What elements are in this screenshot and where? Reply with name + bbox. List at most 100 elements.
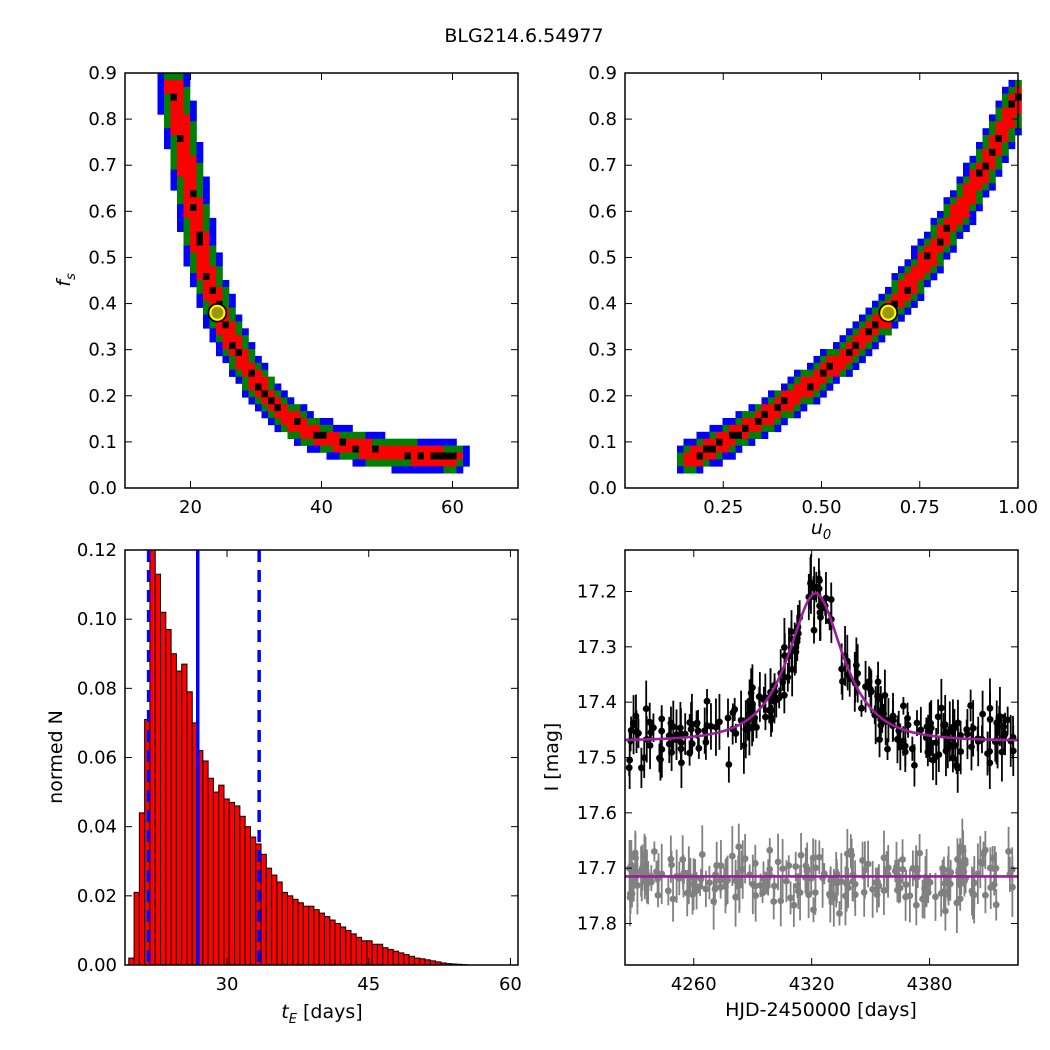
- heatmap-cell: [170, 135, 178, 143]
- heatmap-cell: [300, 418, 308, 426]
- heatmap-cell: [891, 280, 899, 288]
- heatmap-cell: [989, 121, 996, 129]
- heatmap-cell: [989, 155, 996, 163]
- heatmap-cell: [209, 273, 217, 281]
- heatmap-cell: [346, 445, 353, 453]
- y-tick-label: 17.7: [577, 858, 617, 879]
- data-point: [979, 859, 986, 867]
- heatmap-cell: [203, 217, 210, 226]
- heatmap-cell: [781, 418, 788, 426]
- heatmap-cell: [950, 245, 957, 253]
- heatmap-cell: [183, 197, 191, 205]
- y-tick-label: 0.02: [77, 886, 117, 907]
- heatmap-cell: [800, 390, 808, 398]
- heatmap-cell: [755, 404, 762, 412]
- data-point: [963, 726, 971, 733]
- heatmap-cell: [956, 217, 964, 226]
- data-point: [693, 719, 701, 727]
- data-point: [738, 866, 746, 873]
- heatmap-cell: [398, 459, 405, 467]
- heatmap-cell: [826, 376, 834, 384]
- heatmap-cell: [339, 424, 347, 433]
- data-point: [944, 745, 952, 753]
- heatmap-cell: [768, 424, 775, 433]
- heatmap-cell: [177, 190, 184, 198]
- data-point: [830, 894, 838, 902]
- heatmap-cell: [878, 335, 886, 343]
- heatmap-cell: [385, 459, 392, 467]
- heatmap-cell: [196, 266, 204, 274]
- heatmap-cell: [748, 424, 756, 433]
- data-point: [770, 898, 778, 905]
- heatmap-cell: [209, 252, 217, 260]
- y-tick-label: 0.6: [588, 201, 617, 222]
- heatmap-cell: [222, 349, 230, 357]
- heatmap-cell: [359, 452, 366, 460]
- data-point: [900, 702, 907, 710]
- heatmap-cell: [313, 418, 321, 426]
- data-point: [783, 877, 790, 885]
- heatmap-cell: [203, 211, 210, 219]
- heatmap-cell: [190, 162, 197, 170]
- heatmap-cell: [878, 321, 886, 329]
- heatmap-cell: [359, 459, 366, 467]
- x-axis-label: HJD-2450000 [days]: [725, 999, 917, 1021]
- heatmap-cell: [248, 369, 256, 377]
- data-point: [792, 863, 800, 870]
- heatmap-cell: [794, 404, 801, 412]
- heatmap-cell: [378, 445, 386, 453]
- heatmap-cell: [157, 93, 165, 101]
- data-point: [843, 880, 851, 888]
- data-point: [807, 579, 814, 587]
- heatmap-cell: [216, 252, 223, 260]
- heatmap-cell: [768, 390, 775, 398]
- heatmap-cell: [885, 293, 892, 301]
- heatmap-cell: [261, 411, 269, 419]
- heatmap-cell: [911, 266, 918, 274]
- heatmap-cell: [709, 459, 717, 467]
- heatmap-cell: [872, 321, 879, 329]
- heatmap-cell: [917, 252, 925, 260]
- heatmap-cell: [255, 362, 262, 370]
- histogram-bar: [175, 670, 183, 966]
- data-point: [646, 742, 654, 749]
- heatmap-cell: [242, 355, 249, 364]
- heatmap-cell: [735, 445, 743, 453]
- histogram-bar: [239, 815, 246, 966]
- data-point: [979, 710, 986, 718]
- heatmap-cell: [255, 369, 262, 377]
- heatmap-cell: [268, 390, 275, 398]
- heatmap-cell: [450, 452, 457, 460]
- heatmap-cell: [255, 355, 262, 364]
- heatmap-cell: [203, 259, 210, 267]
- heatmap-cell: [956, 204, 964, 212]
- histogram-bar: [286, 895, 294, 966]
- heatmap-cell: [209, 245, 217, 253]
- data-point: [812, 583, 820, 591]
- data-point: [956, 895, 964, 903]
- heatmap-cell: [677, 445, 684, 453]
- heatmap-cell: [274, 404, 282, 412]
- heatmap-cell: [203, 197, 210, 205]
- heatmap-cell: [995, 155, 1003, 163]
- heatmap-cell: [924, 266, 931, 274]
- heatmap-cell: [846, 369, 853, 377]
- data-point: [981, 846, 989, 854]
- heatmap-cell: [190, 197, 197, 205]
- data-point: [678, 759, 685, 767]
- heatmap-cell: [248, 390, 256, 398]
- y-tick-label: 17.6: [577, 803, 617, 824]
- heatmap-cell: [696, 452, 704, 460]
- heatmap-cell: [196, 245, 204, 253]
- heatmap-cell: [190, 128, 197, 136]
- panel-fs-vs-u0: 0.25 0.50 0.75 1.00 0.0 0.1 0.2 0.3 0.4 0.5 0.6 0.7…: [588, 63, 1038, 543]
- heatmap-cell: [190, 114, 197, 122]
- heatmap-cell: [729, 438, 736, 446]
- heatmap-cell: [183, 100, 191, 108]
- heatmap-cell: [891, 273, 899, 281]
- heatmap-cell: [976, 190, 983, 198]
- data-point: [864, 860, 872, 868]
- heatmap-cell: [982, 135, 990, 143]
- heatmap-cell: [242, 328, 249, 336]
- heatmap-cell: [950, 217, 957, 226]
